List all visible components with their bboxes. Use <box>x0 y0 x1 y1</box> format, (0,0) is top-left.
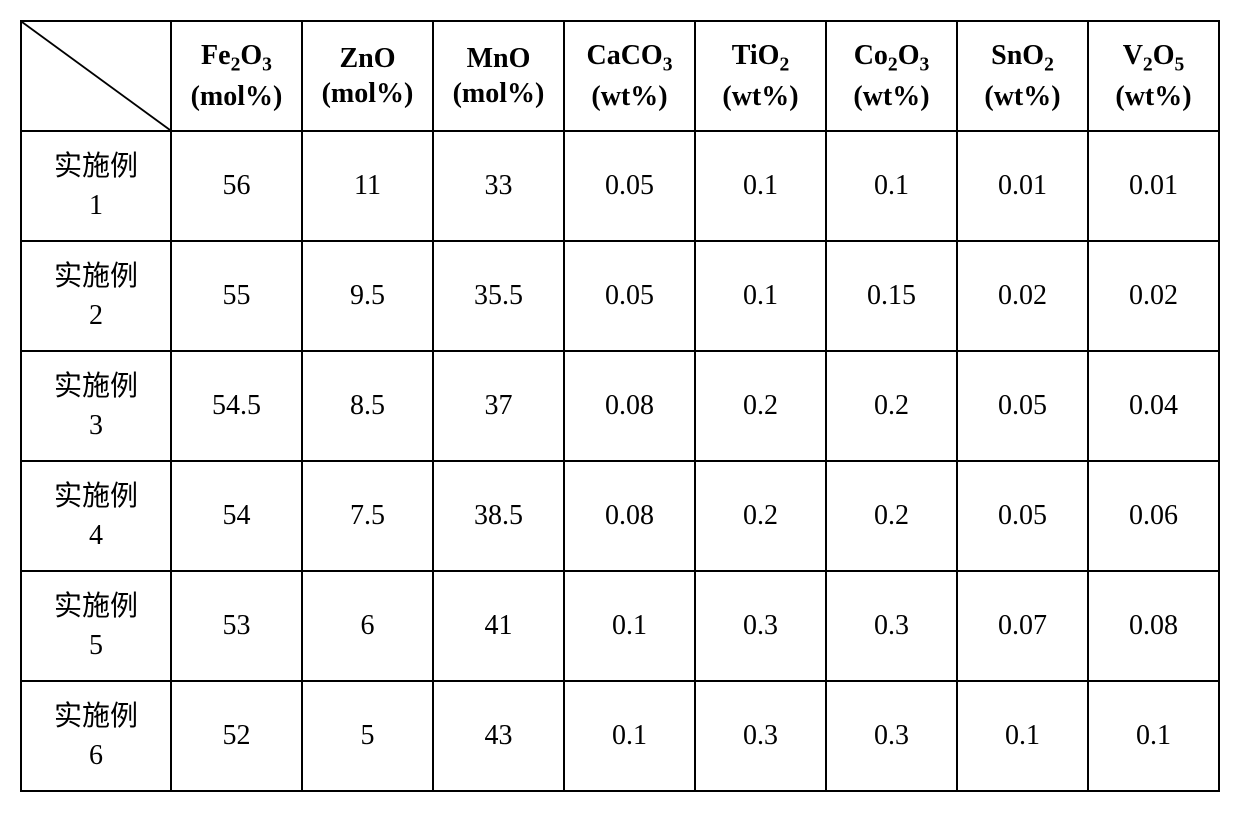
unit-label: (mol%) <box>191 81 283 112</box>
table-cell: 0.1 <box>826 131 957 241</box>
table-cell: 0.3 <box>695 571 826 681</box>
diagonal-line-icon <box>22 22 170 130</box>
row-header: 实施例 6 <box>21 681 171 791</box>
table-cell: 11 <box>302 131 433 241</box>
table-cell: 0.06 <box>1088 461 1219 571</box>
table-cell: 0.05 <box>957 351 1088 461</box>
table-cell: 38.5 <box>433 461 564 571</box>
col-header-zno: ZnO(mol%) <box>302 21 433 131</box>
table-cell: 8.5 <box>302 351 433 461</box>
table-row: 实施例4547.538.50.080.20.20.050.06 <box>21 461 1219 571</box>
table-cell: 0.2 <box>695 351 826 461</box>
table-cell: 41 <box>433 571 564 681</box>
table-cell: 54.5 <box>171 351 302 461</box>
table-cell: 0.04 <box>1088 351 1219 461</box>
table-cell: 43 <box>433 681 564 791</box>
row-label-number: 3 <box>89 410 103 441</box>
table-cell: 0.15 <box>826 241 957 351</box>
col-header-co2o3: Co2O3(wt%) <box>826 21 957 131</box>
table-cell: 0.1 <box>957 681 1088 791</box>
table-cell: 0.05 <box>564 241 695 351</box>
table-cell: 0.08 <box>1088 571 1219 681</box>
col-header-mno: MnO(mol%) <box>433 21 564 131</box>
table-cell: 56 <box>171 131 302 241</box>
unit-label: (mol%) <box>453 78 545 109</box>
header-corner-cell <box>21 21 171 131</box>
table-cell: 52 <box>171 681 302 791</box>
row-label-prefix: 实施例 <box>54 481 138 512</box>
table-cell: 0.1 <box>695 241 826 351</box>
table-cell: 0.05 <box>564 131 695 241</box>
row-label-prefix: 实施例 <box>54 371 138 402</box>
table-cell: 0.02 <box>957 241 1088 351</box>
table-cell: 0.2 <box>695 461 826 571</box>
row-label-number: 5 <box>89 630 103 661</box>
table-cell: 0.05 <box>957 461 1088 571</box>
table-row: 实施例6525430.10.30.30.10.1 <box>21 681 1219 791</box>
row-label-number: 6 <box>89 740 103 771</box>
unit-label: (wt%) <box>722 81 798 112</box>
table-cell: 6 <box>302 571 433 681</box>
composition-table: Fe2O3(mol%) ZnO(mol%) MnO(mol%) CaCO3(wt… <box>20 20 1220 792</box>
row-header: 实施例 2 <box>21 241 171 351</box>
table-cell: 0.01 <box>957 131 1088 241</box>
row-header: 实施例 5 <box>21 571 171 681</box>
table-cell: 35.5 <box>433 241 564 351</box>
table-cell: 0.1 <box>564 571 695 681</box>
row-label-number: 4 <box>89 520 103 551</box>
col-header-caco3: CaCO3(wt%) <box>564 21 695 131</box>
table-cell: 0.08 <box>564 351 695 461</box>
table-cell: 0.01 <box>1088 131 1219 241</box>
row-label-prefix: 实施例 <box>54 261 138 292</box>
row-header: 实施例 3 <box>21 351 171 461</box>
table-cell: 0.1 <box>564 681 695 791</box>
table-cell: 53 <box>171 571 302 681</box>
row-header: 实施例 4 <box>21 461 171 571</box>
row-label-prefix: 实施例 <box>54 151 138 182</box>
composition-table-container: Fe2O3(mol%) ZnO(mol%) MnO(mol%) CaCO3(wt… <box>20 20 1220 792</box>
col-header-v2o5: V2O5(wt%) <box>1088 21 1219 131</box>
table-cell: 9.5 <box>302 241 433 351</box>
unit-label: (wt%) <box>853 81 929 112</box>
table-row: 实施例354.58.5370.080.20.20.050.04 <box>21 351 1219 461</box>
unit-label: (wt%) <box>984 81 1060 112</box>
table-cell: 7.5 <box>302 461 433 571</box>
table-body: 实施例15611330.050.10.10.010.01实施例2559.535.… <box>21 131 1219 791</box>
row-label-number: 2 <box>89 300 103 331</box>
table-cell: 0.3 <box>826 571 957 681</box>
col-header-tio2: TiO2(wt%) <box>695 21 826 131</box>
table-cell: 0.07 <box>957 571 1088 681</box>
unit-label: (wt%) <box>591 81 667 112</box>
table-cell: 0.02 <box>1088 241 1219 351</box>
unit-label: (wt%) <box>1115 81 1191 112</box>
table-cell: 0.2 <box>826 461 957 571</box>
row-label-number: 1 <box>89 190 103 221</box>
unit-label: (mol%) <box>322 78 414 109</box>
row-header: 实施例 1 <box>21 131 171 241</box>
table-cell: 0.3 <box>826 681 957 791</box>
table-cell: 55 <box>171 241 302 351</box>
table-cell: 0.08 <box>564 461 695 571</box>
table-cell: 5 <box>302 681 433 791</box>
table-row: 实施例15611330.050.10.10.010.01 <box>21 131 1219 241</box>
table-cell: 33 <box>433 131 564 241</box>
table-cell: 0.1 <box>695 131 826 241</box>
table-cell: 0.1 <box>1088 681 1219 791</box>
row-label-prefix: 实施例 <box>54 701 138 732</box>
row-label-prefix: 实施例 <box>54 591 138 622</box>
col-header-sno2: SnO2(wt%) <box>957 21 1088 131</box>
table-cell: 54 <box>171 461 302 571</box>
col-header-fe2o3: Fe2O3(mol%) <box>171 21 302 131</box>
table-cell: 37 <box>433 351 564 461</box>
table-row: 实施例2559.535.50.050.10.150.020.02 <box>21 241 1219 351</box>
table-header-row: Fe2O3(mol%) ZnO(mol%) MnO(mol%) CaCO3(wt… <box>21 21 1219 131</box>
table-cell: 0.2 <box>826 351 957 461</box>
table-row: 实施例5536410.10.30.30.070.08 <box>21 571 1219 681</box>
table-cell: 0.3 <box>695 681 826 791</box>
